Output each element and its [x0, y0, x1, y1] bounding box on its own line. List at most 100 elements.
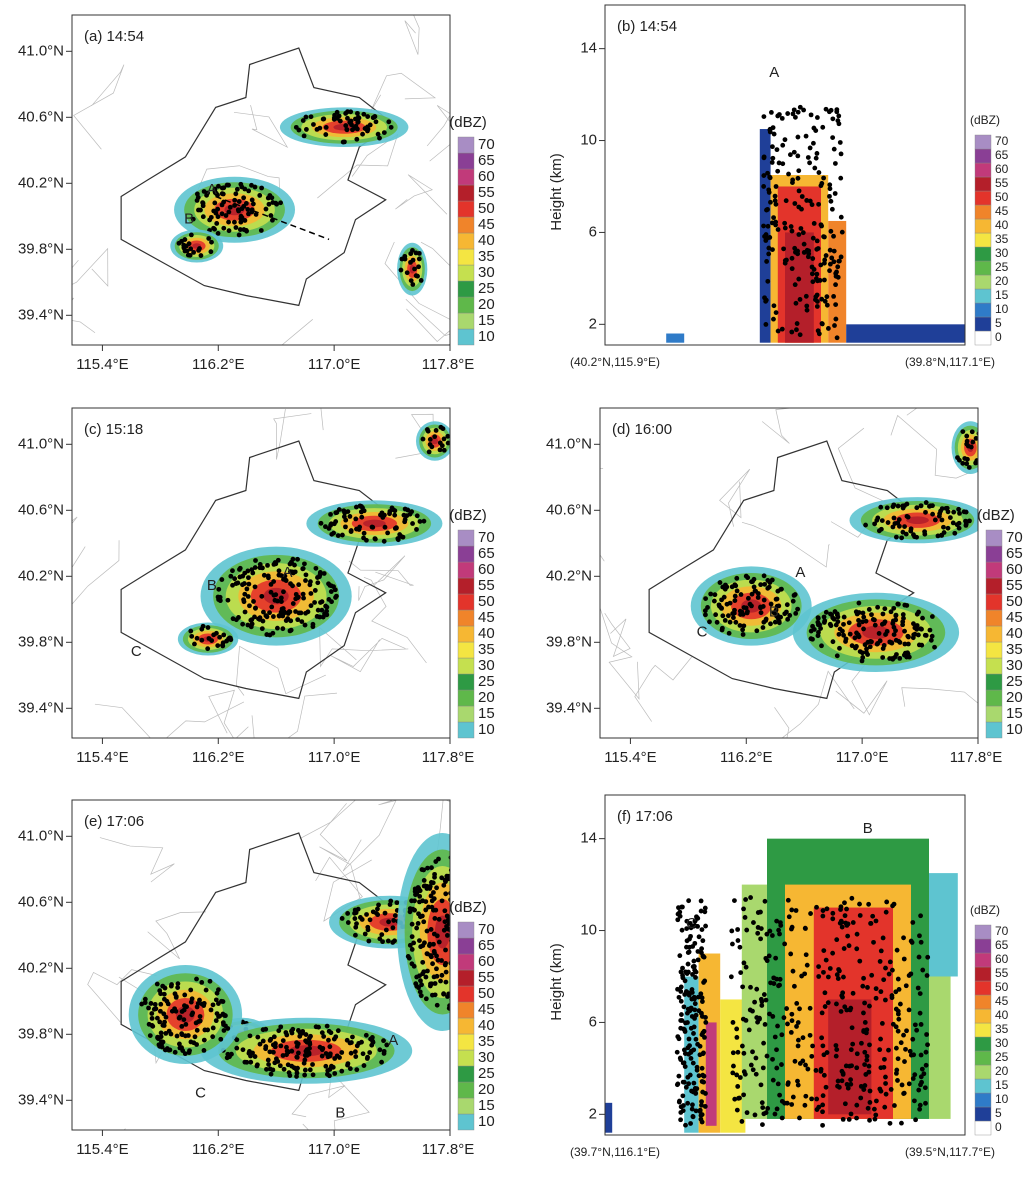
- lightning: [833, 302, 839, 307]
- lightning: [850, 1041, 856, 1047]
- lightning: [162, 1019, 167, 1025]
- lightning: [761, 573, 767, 579]
- lightning: [434, 885, 439, 891]
- lightning: [444, 924, 449, 929]
- lightning: [830, 615, 836, 621]
- lightning: [722, 617, 728, 623]
- lightning: [901, 956, 907, 962]
- lightning: [742, 915, 748, 920]
- lightning: [879, 1020, 885, 1026]
- lightning: [324, 1071, 330, 1077]
- lightning: [452, 1003, 457, 1008]
- lightning: [439, 972, 445, 978]
- lightning: [366, 938, 372, 944]
- lightning: [813, 155, 819, 161]
- lightning: [226, 228, 232, 234]
- colorbar-tick-label: 15: [995, 1078, 1009, 1092]
- lightning: [374, 910, 379, 916]
- lightning: [304, 1047, 310, 1052]
- lightning: [328, 1030, 334, 1036]
- lightning: [906, 1007, 912, 1013]
- colorbar-swatch: [985, 689, 1003, 707]
- lightning: [392, 913, 398, 918]
- lightning: [409, 921, 415, 927]
- lightning: [882, 619, 888, 625]
- lightning: [210, 1002, 216, 1008]
- lightning: [154, 981, 160, 987]
- lightning: [902, 641, 908, 647]
- lightning: [752, 1112, 758, 1118]
- colorbar-tick-label: 65: [478, 545, 495, 562]
- lightning: [818, 1068, 824, 1074]
- lightning: [789, 266, 795, 272]
- lightning: [751, 576, 757, 582]
- colorbar-swatch: [974, 1120, 992, 1136]
- lightning: [767, 928, 773, 934]
- lightning: [789, 329, 795, 335]
- lightning: [775, 615, 781, 621]
- county-line: [291, 1058, 346, 1118]
- colorbar-swatch: [974, 1078, 992, 1094]
- lightning: [922, 632, 928, 638]
- y-tick-label: 41.0°N: [18, 827, 64, 844]
- lightning: [767, 1011, 772, 1017]
- county-line: [426, 105, 450, 162]
- lightning: [701, 1050, 706, 1056]
- lightning: [960, 429, 966, 434]
- panel: (40.2°N,115.9°E) (39.8°N,117.1°E)Height (…: [548, 4, 1009, 369]
- lightning: [745, 575, 751, 581]
- lightning: [275, 625, 280, 631]
- colorbar-tick-label: 60: [478, 953, 495, 970]
- plot-frame: [71, 407, 451, 739]
- lightning: [887, 656, 893, 661]
- lightning: [854, 1115, 859, 1121]
- lightning: [748, 1062, 754, 1068]
- lightning: [918, 1052, 924, 1058]
- lightning: [753, 1055, 759, 1061]
- lightning: [769, 933, 775, 938]
- lightning: [160, 983, 166, 989]
- county-line: [273, 409, 312, 460]
- colorbar-swatch: [457, 969, 475, 987]
- lightning: [835, 976, 841, 981]
- plot-area: [72, 15, 450, 345]
- lightning: [249, 182, 254, 188]
- lightning: [383, 927, 389, 933]
- lightning: [741, 1050, 747, 1056]
- colorbar-swatch: [985, 625, 1003, 643]
- colorbar-tick-label: 70: [478, 529, 495, 546]
- lightning: [939, 517, 945, 523]
- lightning: [416, 985, 421, 991]
- lightning: [790, 968, 796, 974]
- echo: [363, 519, 386, 528]
- lightning: [792, 245, 798, 251]
- county-line: [634, 656, 692, 722]
- x-tick-label: 117.8°E: [422, 1141, 474, 1158]
- colorbar-tick-label: 45: [478, 1001, 495, 1018]
- lightning: [692, 918, 698, 924]
- lightning: [773, 184, 779, 189]
- lightning: [922, 1085, 928, 1091]
- lightning: [842, 1101, 848, 1107]
- lightning: [766, 251, 772, 257]
- lightning: [284, 1044, 289, 1050]
- lightning: [882, 1056, 887, 1062]
- lightning: [941, 530, 947, 535]
- lightning: [195, 195, 201, 200]
- lightning: [757, 1016, 762, 1022]
- lightning: [835, 1078, 841, 1084]
- lightning: [701, 1028, 707, 1034]
- county-line: [72, 540, 120, 605]
- lightning: [215, 1001, 221, 1006]
- lightning: [928, 637, 934, 643]
- lightning: [872, 622, 878, 628]
- lightning: [290, 556, 296, 562]
- lightning: [679, 1018, 685, 1023]
- lightning: [451, 946, 456, 951]
- lightning: [220, 1011, 226, 1017]
- lightning: [266, 1062, 271, 1067]
- lightning: [323, 124, 329, 130]
- lightning: [167, 1047, 173, 1053]
- colorbar-tick-label: 35: [1006, 641, 1023, 658]
- lightning: [741, 906, 746, 912]
